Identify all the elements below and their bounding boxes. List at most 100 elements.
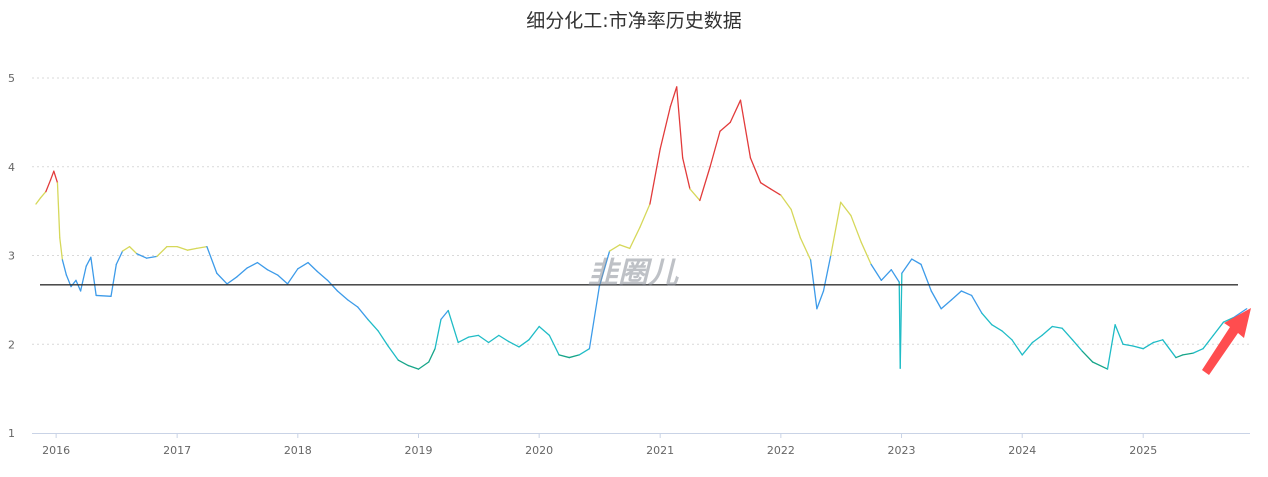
series-segment: [1011, 339, 1023, 356]
series-segment: [930, 290, 942, 310]
watermark: 韭圈儿: [588, 256, 679, 291]
series-segment: [518, 339, 530, 348]
series-segment: [1152, 339, 1164, 344]
series-segment: [286, 268, 299, 285]
series-segment: [911, 258, 922, 266]
series-segment: [669, 86, 678, 108]
series-segment: [1071, 339, 1084, 353]
series-segment: [498, 334, 510, 343]
series-segment: [588, 285, 600, 350]
series-segment: [568, 354, 580, 359]
series-segment: [49, 170, 55, 181]
series-segment: [53, 170, 59, 184]
series-segment: [1182, 352, 1194, 356]
series-segment: [428, 348, 436, 363]
series-segment: [822, 254, 832, 292]
series-segment: [75, 279, 82, 292]
series-segment: [195, 245, 208, 250]
series-segment: [940, 299, 953, 310]
series-segment: [920, 263, 932, 292]
series-segment: [578, 348, 591, 356]
series-segment: [880, 269, 892, 282]
series-segment: [246, 261, 259, 269]
series-segment: [780, 194, 792, 211]
series-segment: [649, 148, 661, 205]
series-segment: [206, 245, 218, 274]
series-segment: [156, 245, 168, 258]
series-segment: [45, 179, 52, 193]
series-segment: [79, 265, 87, 292]
x-tick-label: 2016: [42, 444, 70, 457]
series-segment: [487, 334, 500, 344]
axes: 1 2 3 4 5 2016 2017 2018 2019 2020 2021 2022 2023 202…: [8, 72, 1250, 457]
series-segment: [860, 241, 872, 266]
series-segment: [347, 299, 359, 308]
series-line: [35, 86, 1248, 370]
series-segment: [548, 334, 560, 356]
series-segment: [1106, 324, 1116, 370]
series-segment: [769, 188, 782, 196]
series-segment: [1041, 325, 1053, 337]
series-segment: [816, 290, 825, 310]
series-segment: [367, 318, 379, 332]
series-segment: [457, 336, 470, 344]
series-segment: [70, 279, 77, 288]
series-segment: [35, 197, 42, 205]
series-segment: [136, 253, 148, 259]
series-segment: [186, 247, 198, 251]
series-segment: [840, 201, 852, 217]
series-segment: [699, 166, 711, 202]
series-segment: [901, 258, 913, 274]
series-segment: [991, 324, 1003, 332]
series-segment: [960, 290, 973, 297]
series-segment: [950, 290, 963, 301]
series-segment: [226, 276, 238, 285]
x-tick-label: 2017: [163, 444, 191, 457]
series-segment: [256, 261, 269, 271]
grid-lines: [32, 77, 1250, 345]
series-segment: [1114, 324, 1124, 345]
series-segment: [336, 290, 349, 301]
series-segment: [1202, 334, 1214, 350]
series-segment: [528, 325, 540, 341]
series-segment: [326, 279, 339, 292]
series-segment: [128, 245, 138, 255]
series-segment: [830, 201, 842, 257]
series-segment: [739, 99, 752, 159]
x-tick-label: 2019: [404, 444, 432, 457]
series-segment: [316, 270, 329, 282]
series-segment: [719, 121, 731, 132]
series-segment: [1132, 345, 1144, 350]
series-segment: [440, 309, 449, 321]
series-segment: [639, 203, 651, 228]
trend-arrow-icon: [1202, 308, 1251, 375]
series-segment: [899, 272, 903, 369]
series-segment: [1142, 341, 1155, 350]
series-segment: [558, 354, 570, 359]
series-segment: [56, 182, 61, 239]
series-segment: [749, 157, 762, 184]
series-segment: [115, 250, 124, 266]
series-segment: [39, 190, 47, 199]
x-tick-label: 2023: [888, 444, 916, 457]
series-segment: [1232, 308, 1248, 319]
series-segment: [729, 99, 742, 124]
series-segment: [61, 259, 68, 276]
series-segment: [850, 214, 862, 243]
series-segment: [297, 261, 309, 270]
series-segment: [95, 294, 112, 297]
series-segment: [1001, 330, 1013, 341]
x-tick-label: 2025: [1129, 444, 1157, 457]
x-tick-label: 2021: [646, 444, 674, 457]
series-segment: [1051, 325, 1063, 329]
x-tick-label: 2022: [767, 444, 795, 457]
series-segment: [1021, 341, 1034, 356]
series-segment: [176, 245, 189, 251]
series-segment: [1031, 334, 1043, 344]
series-segment: [598, 250, 611, 288]
series-segment: [1212, 321, 1225, 337]
series-segment: [981, 312, 993, 326]
series-segment: [276, 274, 289, 285]
y-tick-label: 2: [8, 338, 15, 351]
x-tick-label: 2018: [284, 444, 312, 457]
